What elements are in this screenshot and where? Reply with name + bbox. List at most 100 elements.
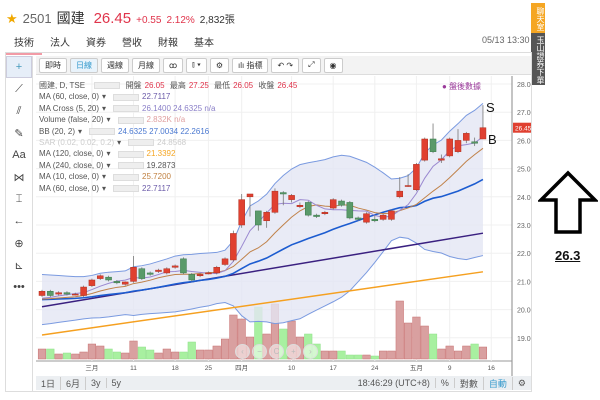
indicator-controls-icon[interactable] — [113, 185, 140, 193]
pattern-icon[interactable]: ⋈ — [13, 171, 25, 184]
reset-button[interactable]: C — [269, 344, 284, 359]
camera-icon[interactable]: ◉ — [323, 57, 343, 73]
interval-realtime-button[interactable]: 即時 — [39, 57, 67, 73]
open-label: 開盤 — [125, 81, 142, 90]
trend-line-icon[interactable]: ⟋ — [15, 82, 23, 95]
volume-bar — [478, 346, 488, 360]
legend-row: MA (60, close, 0) ▾ 22.7117 — [39, 91, 300, 102]
candle-body — [188, 274, 196, 281]
legend-row: Volume (false, 20) ▾ 2.832K n/a — [39, 114, 300, 125]
scroll-left-button[interactable]: ‹ — [235, 344, 250, 359]
volume-bar — [212, 345, 221, 360]
range-1d[interactable]: 1日 — [36, 376, 62, 390]
x-tick-label: 三月 — [85, 364, 98, 372]
x-tick-label: 17 — [330, 365, 338, 372]
candle-style-icon[interactable]: ⫾ ▾ — [186, 57, 207, 73]
measure-icon[interactable]: ⌶ — [15, 192, 23, 205]
chart-frame — [5, 52, 532, 392]
tab-technical[interactable]: 技術 — [6, 34, 42, 55]
indicator-dropdown-icon[interactable]: ▾ — [102, 92, 107, 102]
indicator-controls-icon[interactable] — [117, 162, 144, 170]
tab-margin[interactable]: 資券 — [86, 38, 106, 49]
compare-icon[interactable]: ꝏ — [163, 57, 184, 73]
undo-redo-icon[interactable]: ↶ ↷ — [271, 57, 300, 73]
scroll-right-button[interactable]: › — [303, 344, 318, 359]
indicator-controls-icon[interactable] — [113, 173, 140, 181]
volume-bar — [362, 354, 371, 360]
low-label: 最低 — [214, 81, 231, 90]
candle-body — [471, 141, 478, 144]
x-tick-label: 25 — [205, 365, 213, 372]
legend-row: MA (120, close, 0) ▾ 21.3392 — [39, 148, 300, 159]
candle-body — [354, 217, 362, 220]
volume-bar — [154, 352, 163, 360]
interval-monthly-button[interactable]: 月線 — [132, 57, 160, 73]
candle-body — [288, 195, 295, 200]
indicator-controls-icon[interactable] — [113, 93, 140, 101]
indicator-dropdown-icon[interactable]: ▾ — [78, 126, 83, 136]
indicator-dropdown-icon[interactable]: ▾ — [117, 138, 122, 148]
interval-daily-button[interactable]: 日線 — [70, 57, 98, 73]
indicators-button[interactable]: ılı 指標 — [232, 57, 269, 73]
candle-body — [96, 275, 104, 279]
legend-main: 國建, D, TSE 開盤 26.05 最高 27.25 最低 26.05 收盤 26.… — [39, 80, 300, 91]
fullscreen-icon[interactable]: ⤢ — [302, 57, 321, 73]
indicator-dropdown-icon[interactable]: ▾ — [106, 149, 111, 159]
back-arrow-icon[interactable]: ← — [13, 215, 25, 227]
tab-institutional[interactable]: 法人 — [50, 38, 70, 49]
volume-bar — [196, 349, 205, 360]
indicator-controls-icon[interactable] — [117, 150, 144, 158]
candle-body — [180, 258, 187, 274]
zoom-in-icon[interactable]: ⊕ — [14, 237, 24, 250]
interval-weekly-button[interactable]: 週線 — [101, 57, 129, 73]
x-tick-label: 五月 — [410, 364, 423, 372]
indicator-controls-icon[interactable] — [128, 139, 155, 147]
crosshair-icon[interactable]: + — [6, 56, 32, 78]
candle-body — [304, 202, 312, 216]
legend-controls-icon[interactable] — [94, 82, 121, 90]
broker-order-tab[interactable]: 玉山證券下單 — [531, 33, 545, 85]
range-3y[interactable]: 3y — [86, 378, 107, 388]
zoom-out-button[interactable]: − — [252, 344, 267, 359]
range-5y[interactable]: 5y — [111, 378, 122, 388]
settings-gear-icon[interactable]: ⚙ — [209, 57, 230, 73]
chat-room-tab[interactable]: 聊天室 — [531, 3, 545, 33]
pitchfork-icon[interactable]: ⫽ — [16, 104, 22, 117]
tab-revenue[interactable]: 營收 — [122, 38, 142, 49]
after-hours-link[interactable]: ● 盤後數據 — [442, 82, 482, 91]
candle-body — [363, 213, 370, 223]
indicator-controls-icon[interactable] — [113, 105, 140, 113]
text-tool-icon[interactable]: Aa — [12, 149, 26, 161]
tab-basic[interactable]: 基本 — [194, 38, 214, 49]
candle-body — [438, 158, 445, 161]
more-icon[interactable]: ••• — [13, 281, 25, 293]
brush-icon[interactable]: ✎ — [14, 127, 24, 140]
volume-bar — [237, 318, 246, 360]
clock-time: 18:46:29 (UTC+8) — [353, 378, 436, 388]
zoom-in-button[interactable]: + — [286, 344, 301, 359]
volume-bar — [104, 348, 113, 360]
auto-scale-toggle[interactable]: 自動 — [484, 376, 513, 390]
indicator-dropdown-icon[interactable]: ▾ — [102, 183, 107, 193]
volume-bar — [354, 354, 363, 360]
volume-bar — [412, 316, 421, 360]
x-tick-label: 10 — [288, 365, 296, 372]
indicator-dropdown-icon[interactable]: ▾ — [106, 160, 111, 170]
scale-settings-gear-icon[interactable]: ⚙ — [517, 377, 526, 388]
ruler-icon[interactable]: ⊾ — [14, 259, 24, 272]
indicator-controls-icon[interactable] — [89, 128, 116, 136]
volume-bar — [187, 341, 196, 360]
volume-bar — [420, 325, 429, 360]
candle-body — [138, 268, 146, 279]
favorite-star-icon[interactable]: ★ — [6, 11, 18, 26]
indicator-dropdown-icon[interactable]: ▾ — [106, 115, 111, 125]
candle-body — [80, 286, 87, 296]
tab-financials[interactable]: 財報 — [158, 38, 178, 49]
y-tick-label: 19.00 — [517, 336, 531, 343]
indicator-controls-icon[interactable] — [117, 116, 144, 124]
indicator-dropdown-icon[interactable]: ▾ — [102, 103, 107, 113]
percent-toggle[interactable]: % — [436, 378, 455, 388]
indicator-dropdown-icon[interactable]: ▾ — [102, 172, 107, 182]
log-scale-toggle[interactable]: 對數 — [455, 376, 484, 390]
range-6m[interactable]: 6月 — [61, 376, 87, 390]
